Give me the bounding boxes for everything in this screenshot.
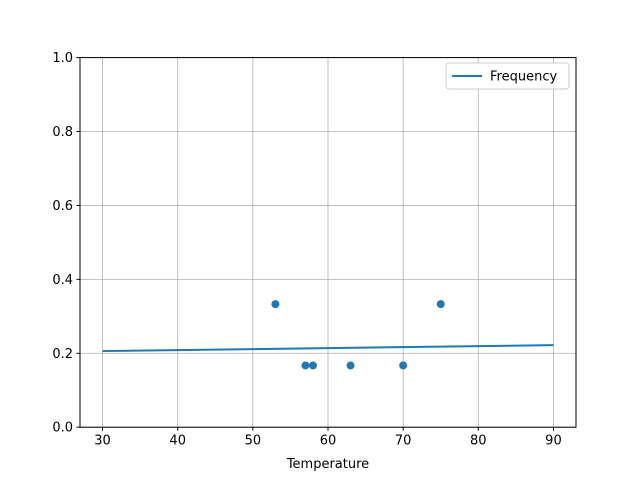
y-tick-label: 0.0 <box>52 421 73 436</box>
data-point <box>346 361 355 370</box>
x-axis-label: Temperature <box>286 457 369 472</box>
x-tick-label: 50 <box>245 434 262 449</box>
data-point <box>399 361 408 370</box>
legend-box <box>445 62 570 90</box>
x-tick-label: 60 <box>320 434 337 449</box>
y-tick-label: 0.8 <box>52 125 73 140</box>
data-point <box>301 361 310 370</box>
x-tick-label: 30 <box>94 434 111 449</box>
data-point <box>436 300 445 309</box>
y-tick-label: 0.6 <box>52 199 73 214</box>
x-tick-label: 90 <box>545 434 562 449</box>
series-layer <box>102 300 554 370</box>
y-tick-label: 0.4 <box>52 273 73 288</box>
y-tick-label: 1.0 <box>52 51 73 66</box>
data-point <box>308 361 317 370</box>
trend-line <box>102 344 554 353</box>
legend-label: Frequency <box>490 70 557 85</box>
legend: Frequency <box>445 62 570 90</box>
tick-layer: 30 40 50 60 70 80 90 0.0 0.2 0.4 0.6 0.8 1.0 <box>52 51 561 449</box>
x-tick-label: 40 <box>169 434 186 449</box>
x-tick-label: 70 <box>395 434 412 449</box>
data-point <box>271 300 280 309</box>
x-tick-label: 80 <box>470 434 487 449</box>
y-tick-label: 0.2 <box>52 347 73 362</box>
